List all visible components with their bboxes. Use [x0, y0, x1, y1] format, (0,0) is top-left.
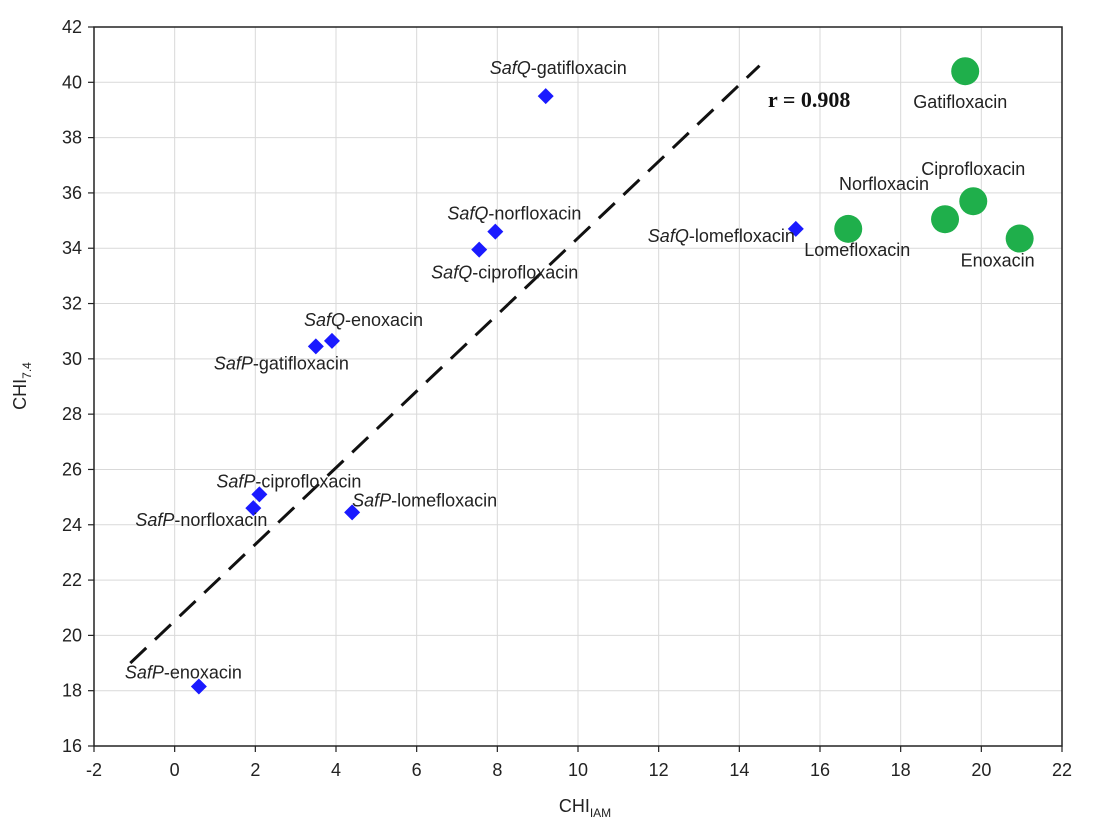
x-tick-label: 0	[170, 760, 180, 780]
point-label-name: -lomefloxacin	[391, 490, 497, 510]
y-tick-label: 22	[62, 570, 82, 590]
point-label-name: -enoxacin	[164, 663, 242, 683]
y-tick-label: 28	[62, 404, 82, 424]
data-point-circle	[1005, 224, 1034, 253]
regression-line	[129, 64, 761, 665]
point-label: Gatifloxacin	[913, 92, 1007, 112]
point-label: Norfloxacin	[839, 174, 929, 194]
point-label-name: Norfloxacin	[839, 174, 929, 194]
point-label-name: -lomefloxacin	[689, 226, 795, 246]
data-point-circle	[834, 214, 863, 243]
data-point-diamond	[190, 678, 207, 695]
point-label-name: Enoxacin	[961, 251, 1035, 271]
point-label: SafP-norfloxacin	[135, 510, 267, 530]
data-point-diamond	[251, 486, 268, 503]
y-tick-label: 36	[62, 183, 82, 203]
y-tick-label: 32	[62, 294, 82, 314]
x-tick-label: 14	[729, 760, 749, 780]
y-tick-label: 16	[62, 736, 82, 756]
x-tick-label: 4	[331, 760, 341, 780]
point-label-prefix: SafP	[125, 663, 164, 683]
point-label-name: -ciprofloxacin	[472, 263, 578, 283]
axis-ticks: -2 0 2 4 6 8 10 12 14 16 18 20 221618202224262830323…	[62, 17, 1072, 780]
x-axis-title: CHIIAM	[559, 796, 611, 820]
plot-frame	[93, 26, 1063, 747]
point-label-name: -gatifloxacin	[531, 58, 627, 78]
data-point-circle	[931, 205, 960, 234]
x-tick-label: -2	[86, 760, 102, 780]
point-label-name: -norfloxacin	[488, 204, 581, 224]
y-tick-label: 40	[62, 72, 82, 92]
y-tick-label: 34	[62, 238, 82, 258]
y-tick-label: 42	[62, 17, 82, 37]
point-label: SafQ-ciprofloxacin	[431, 263, 578, 283]
data-point-diamond	[323, 332, 340, 349]
point-label-prefix: SafQ	[648, 226, 689, 246]
x-tick-label: 16	[810, 760, 830, 780]
data-point-circle	[959, 187, 988, 216]
correlation-annotation: r = 0.908	[768, 87, 850, 112]
point-label-prefix: SafQ	[490, 58, 531, 78]
y-tick-label: 20	[62, 625, 82, 645]
point-label-name: -enoxacin	[345, 310, 423, 330]
data-point-diamond	[307, 338, 324, 355]
point-label-prefix: SafP	[135, 510, 174, 530]
x-tick-label: 6	[412, 760, 422, 780]
point-label-prefix: SafP	[214, 353, 253, 373]
y-axis-title: CHI7.4	[10, 362, 34, 410]
x-tick-label: 20	[971, 760, 991, 780]
point-label: SafP-gatifloxacin	[214, 353, 349, 373]
point-label-name: Gatifloxacin	[913, 92, 1007, 112]
y-tick-label: 38	[62, 128, 82, 148]
point-label-prefix: SafQ	[447, 204, 488, 224]
x-axis-title-sub: IAM	[590, 806, 611, 820]
data-points	[190, 57, 1034, 695]
point-label: SafQ-gatifloxacin	[490, 58, 627, 78]
y-tick-label: 30	[62, 349, 82, 369]
data-point-diamond	[344, 504, 361, 521]
data-point-diamond	[787, 220, 804, 237]
point-label-prefix: SafQ	[431, 263, 472, 283]
data-point-diamond	[245, 500, 262, 517]
point-label-name: Lomefloxacin	[804, 240, 910, 260]
point-label-name: -ciprofloxacin	[255, 471, 361, 491]
point-label-name: -gatifloxacin	[253, 353, 349, 373]
data-point-circle	[951, 57, 980, 86]
x-tick-label: 12	[649, 760, 669, 780]
x-tick-label: 8	[492, 760, 502, 780]
y-tick-label: 24	[62, 515, 82, 535]
point-label-prefix: SafP	[216, 471, 255, 491]
x-tick-label: 2	[250, 760, 260, 780]
x-tick-label: 10	[568, 760, 588, 780]
x-tick-label: 22	[1052, 760, 1072, 780]
y-axis-title-sub: 7.4	[20, 362, 34, 379]
point-label: Lomefloxacin	[804, 240, 910, 260]
x-tick-label: 18	[891, 760, 911, 780]
point-label-name: Ciprofloxacin	[921, 159, 1025, 179]
point-label: Ciprofloxacin	[921, 159, 1025, 179]
point-label: SafP-enoxacin	[125, 663, 242, 683]
x-axis-title-main: CHI	[559, 796, 590, 816]
point-label: SafQ-enoxacin	[304, 310, 423, 330]
point-label-prefix: SafQ	[304, 310, 345, 330]
data-point-diamond	[487, 223, 504, 240]
point-label: Enoxacin	[961, 251, 1035, 271]
point-label: SafQ-norfloxacin	[447, 204, 581, 224]
y-tick-label: 18	[62, 681, 82, 701]
data-point-diamond	[537, 88, 554, 105]
point-label-prefix: SafP	[352, 490, 391, 510]
point-label: SafP-ciprofloxacin	[216, 471, 361, 491]
data-point-diamond	[471, 241, 488, 258]
y-tick-label: 26	[62, 459, 82, 479]
point-label-name: -norfloxacin	[174, 510, 267, 530]
point-label: SafP-lomefloxacin	[352, 490, 497, 510]
y-axis-title-main: CHI	[10, 379, 30, 410]
point-labels: SafQ-gatifloxacinSafQ-norfloxacinSafQ-ci…	[125, 58, 1035, 682]
point-label: SafQ-lomefloxacin	[648, 226, 795, 246]
